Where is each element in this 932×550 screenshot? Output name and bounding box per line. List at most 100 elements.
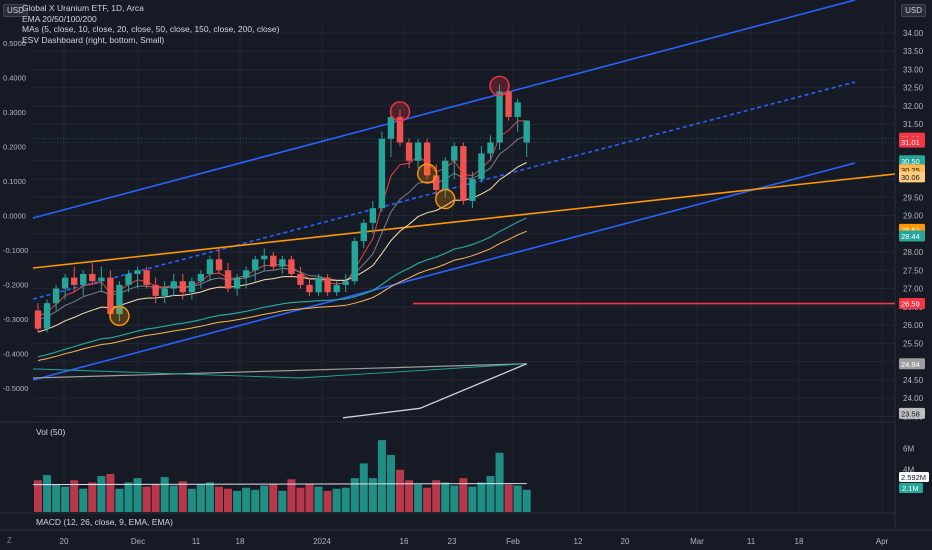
price-label-text: 30.25 bbox=[901, 166, 920, 175]
volume-bar bbox=[205, 482, 214, 512]
volume-bar bbox=[350, 478, 359, 512]
volume-bar bbox=[215, 486, 223, 512]
candle-body bbox=[61, 277, 69, 289]
price-label-box bbox=[899, 230, 925, 242]
time-tick-label: 23 bbox=[448, 537, 457, 546]
symbol-title[interactable]: Global X Uranium ETF, 1D, Arca bbox=[22, 3, 144, 13]
volume-bar bbox=[169, 485, 178, 512]
highlight-circle bbox=[489, 75, 510, 97]
volume-bar bbox=[341, 487, 350, 512]
price-label-box bbox=[899, 358, 925, 370]
price-label-box bbox=[899, 155, 925, 167]
left-tick-label: 0.1000 bbox=[3, 177, 26, 186]
candle-body bbox=[43, 303, 51, 329]
candle-body bbox=[279, 259, 286, 267]
volume-bar bbox=[377, 440, 386, 512]
candle-body bbox=[125, 273, 132, 285]
time-tick-label: 18 bbox=[795, 537, 804, 546]
volume-bar bbox=[233, 490, 242, 512]
candle-body bbox=[170, 281, 177, 289]
volume-bar bbox=[368, 478, 377, 512]
volume-bar bbox=[450, 485, 459, 512]
left-tick-label: -0.3000 bbox=[3, 315, 28, 324]
volume-bar bbox=[61, 486, 70, 512]
candle-body bbox=[224, 270, 232, 289]
volume-bar bbox=[115, 488, 124, 512]
orange-trendline bbox=[32, 173, 896, 269]
volume-bar bbox=[522, 489, 531, 512]
candle-body bbox=[324, 277, 331, 293]
candle-body bbox=[306, 284, 313, 293]
currency-right-badge[interactable]: USD bbox=[901, 4, 926, 17]
candle-body bbox=[252, 259, 259, 271]
channel-lower-line bbox=[32, 162, 856, 381]
timezone-corner[interactable]: Z bbox=[7, 536, 12, 545]
candle-body bbox=[179, 281, 186, 293]
volume-bar bbox=[441, 482, 450, 512]
left-tick-label: 0.2000 bbox=[3, 143, 26, 152]
macd-legend[interactable]: MACD (12, 26, close, 9, EMA, EMA) bbox=[36, 517, 173, 527]
volume-bar bbox=[70, 480, 79, 512]
volume-legend[interactable]: Vol (50) bbox=[36, 427, 66, 437]
volume-bar bbox=[423, 487, 432, 512]
price-tick-label: 28.00 bbox=[903, 248, 924, 257]
candle-body bbox=[34, 310, 42, 329]
currency-left-badge[interactable]: USD bbox=[3, 4, 28, 17]
volume-bar bbox=[468, 486, 477, 512]
volume-bar bbox=[106, 473, 115, 512]
price-label-text: 31.01 bbox=[901, 138, 920, 147]
volume-bar bbox=[34, 480, 42, 512]
candle-body bbox=[242, 270, 250, 278]
ma-200-line bbox=[342, 363, 527, 419]
candle-body bbox=[52, 288, 60, 304]
candle-body bbox=[360, 222, 367, 242]
price-label-text: 26.59 bbox=[901, 300, 920, 309]
highlight-circle bbox=[416, 163, 438, 184]
time-tick-label: 2024 bbox=[313, 537, 331, 546]
candle-body bbox=[423, 142, 431, 176]
volume-bar bbox=[79, 488, 88, 512]
price-tick-label: 25.50 bbox=[903, 339, 924, 348]
price-tick-label: 27.00 bbox=[903, 285, 924, 294]
candle-body bbox=[514, 102, 521, 117]
volume-bar bbox=[414, 484, 423, 512]
volume-bar bbox=[432, 480, 441, 512]
candle-body bbox=[369, 208, 377, 223]
volume-bar bbox=[359, 463, 368, 512]
volume-tick-label: 4M bbox=[903, 466, 914, 475]
indicator-esv[interactable]: ESV Dashboard (right, bottom, Small) bbox=[22, 34, 165, 45]
volume-bar bbox=[314, 486, 323, 512]
channel-upper-line bbox=[32, 0, 856, 219]
price-tick-label: 33.00 bbox=[903, 65, 924, 74]
volume-label-box bbox=[899, 472, 929, 482]
volume-bar bbox=[486, 476, 495, 512]
candle-body bbox=[116, 284, 123, 315]
left-tick-label: -0.4000 bbox=[3, 350, 28, 359]
ma-50-line bbox=[37, 217, 527, 358]
indicator-mas[interactable]: MAs (5, close, 10, close, 20, close, 50,… bbox=[22, 24, 280, 34]
candle-body bbox=[152, 284, 159, 296]
candle-body bbox=[233, 277, 241, 289]
candle-body bbox=[134, 270, 141, 274]
candle-body bbox=[161, 288, 168, 296]
price-label-box bbox=[899, 136, 925, 148]
time-tick-label: Dec bbox=[131, 537, 145, 546]
volume-bar bbox=[178, 481, 187, 512]
price-tick-label: 26.00 bbox=[903, 321, 924, 330]
candle-body bbox=[188, 281, 196, 293]
volume-bar bbox=[278, 490, 287, 512]
volume-bar bbox=[513, 485, 522, 512]
candle-body bbox=[496, 91, 503, 143]
left-tick-label: 0.3000 bbox=[3, 108, 26, 117]
volume-label-text: 2.1M bbox=[902, 484, 919, 493]
price-tick-label: 29.00 bbox=[903, 212, 924, 221]
ma-150-long-line bbox=[32, 363, 527, 379]
time-tick-label: 11 bbox=[747, 537, 756, 546]
price-label-text: 24.94 bbox=[901, 360, 920, 369]
indicator-ema[interactable]: EMA 20/50/100/200 bbox=[22, 13, 97, 24]
volume-bar bbox=[151, 484, 160, 512]
price-label-text: 28.62 bbox=[901, 225, 920, 234]
candle-body bbox=[342, 281, 349, 285]
highlight-circle bbox=[109, 305, 130, 327]
